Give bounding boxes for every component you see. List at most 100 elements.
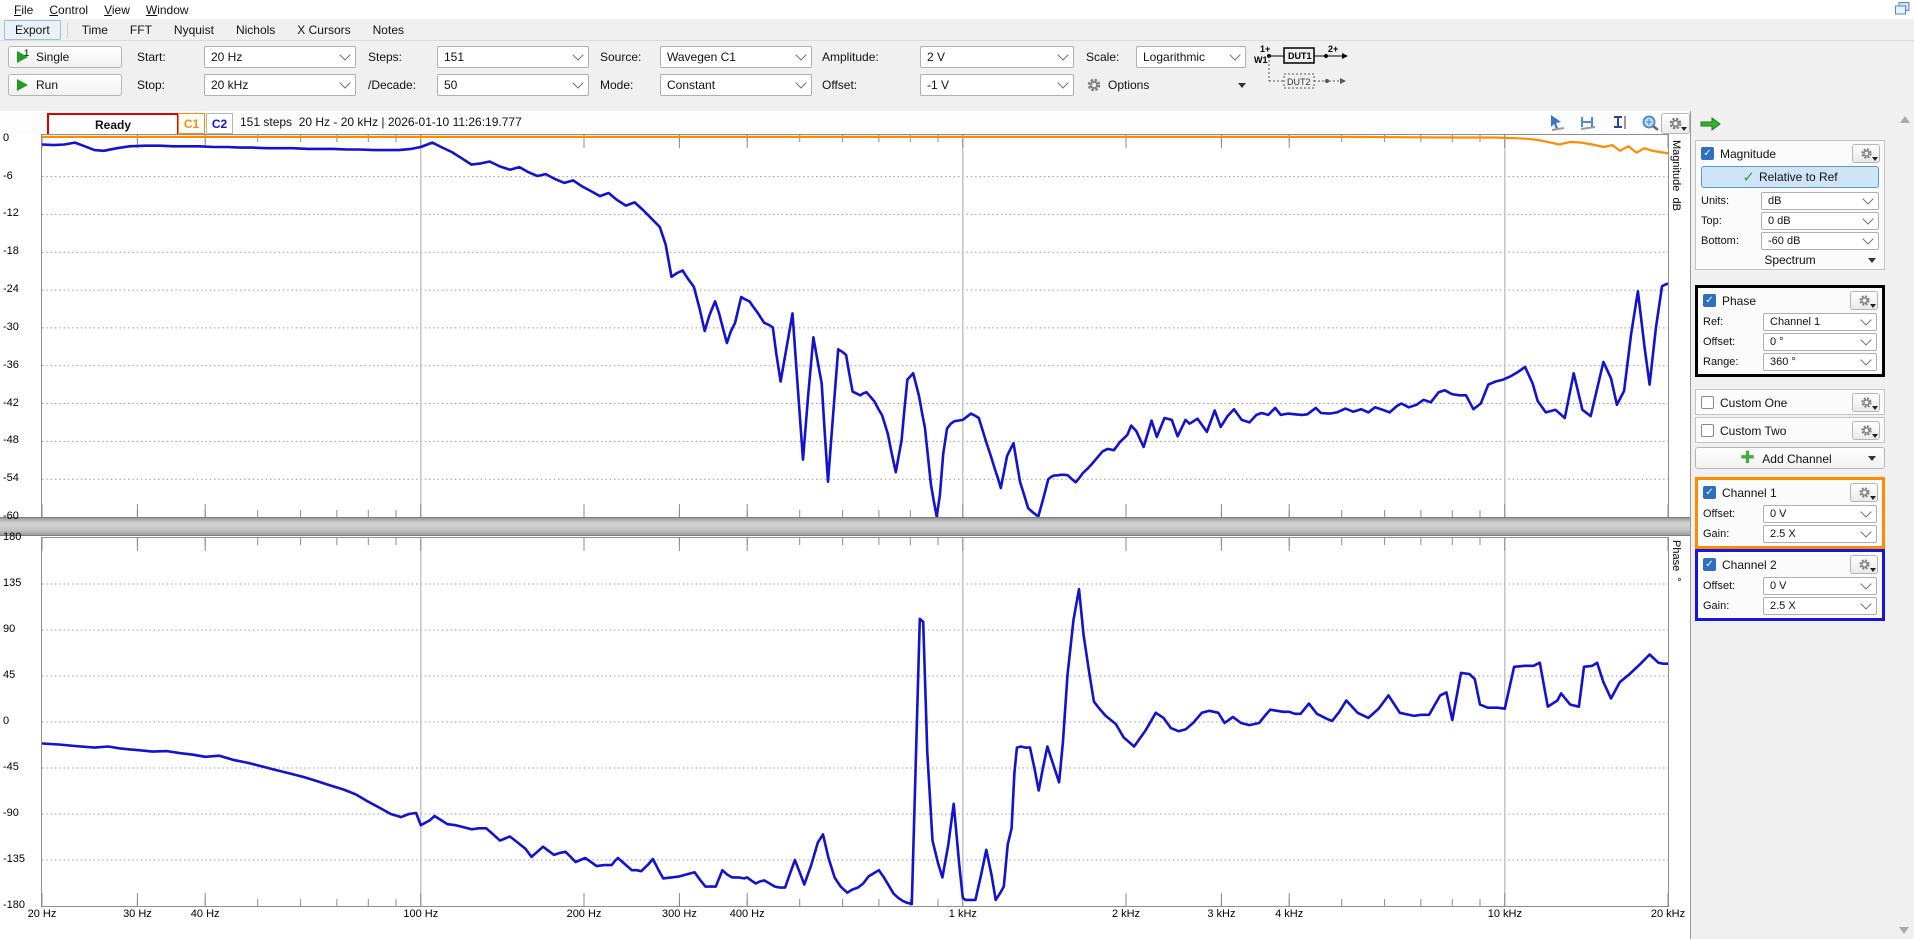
caret-down-icon bbox=[1868, 455, 1876, 461]
channel1-gain-combo[interactable]: 2.5 X bbox=[1763, 525, 1877, 543]
start-combo[interactable]: 20 Hz bbox=[204, 46, 356, 68]
channel1-checkbox[interactable]: ✓ bbox=[1703, 486, 1716, 499]
units-combo[interactable]: dB bbox=[1761, 192, 1879, 210]
tab-notes[interactable]: Notes bbox=[372, 22, 404, 37]
scroll-down-icon[interactable] bbox=[1899, 927, 1909, 934]
channel1-offset-label: Offset: bbox=[1703, 508, 1736, 520]
tab-fft[interactable]: FFT bbox=[129, 22, 152, 37]
status-bar: Ready C1 C2 151 steps 20 Hz - 20 kHz | 2… bbox=[0, 111, 1690, 136]
window-restore-icon[interactable] bbox=[1895, 2, 1910, 15]
magnitude-checkbox[interactable]: ✓ bbox=[1701, 147, 1714, 160]
top-combo[interactable]: 0 dB bbox=[1761, 212, 1879, 230]
tab-nyquist[interactable]: Nyquist bbox=[173, 22, 214, 37]
menu-item-window[interactable]: Window bbox=[145, 2, 189, 17]
menu-item-view[interactable]: View bbox=[104, 2, 130, 17]
ref-combo[interactable]: Channel 1 bbox=[1763, 313, 1877, 331]
magnitude-gear-icon[interactable] bbox=[1852, 144, 1880, 163]
plot-settings-gear-icon[interactable] bbox=[1661, 113, 1690, 134]
scroll-up-icon[interactable] bbox=[1899, 116, 1910, 123]
sidebar-scrollbar[interactable] bbox=[1897, 116, 1912, 934]
y-tick-label: -60 bbox=[3, 510, 19, 522]
tab-time[interactable]: Time bbox=[81, 22, 108, 37]
x-tick-label: 1 kHz bbox=[948, 908, 977, 920]
channel2-checkbox[interactable]: ✓ bbox=[1703, 558, 1716, 571]
phase-offset-label: Offset: bbox=[1703, 336, 1736, 348]
custom-one-gear-icon[interactable] bbox=[1852, 393, 1880, 412]
y-tick-label: -42 bbox=[3, 396, 19, 409]
vertical-cursor-icon[interactable] bbox=[1606, 113, 1632, 132]
magnitude-axis-title: Magnitude dB bbox=[1670, 140, 1682, 211]
source-label: Source: bbox=[600, 50, 642, 64]
y-tick-label: 90 bbox=[3, 623, 16, 635]
phase-plot[interactable] bbox=[41, 537, 1669, 907]
options-dropdown[interactable]: Options bbox=[1086, 74, 1246, 96]
start-label: Start: bbox=[137, 50, 166, 64]
y-tick-label: -6 bbox=[3, 169, 13, 182]
y-tick-label: -36 bbox=[3, 358, 19, 371]
mode-combo[interactable]: Constant bbox=[660, 74, 812, 96]
run-button[interactable]: Run bbox=[8, 74, 122, 96]
pointer-tool-icon[interactable] bbox=[1544, 113, 1570, 132]
svg-text:DUT1: DUT1 bbox=[1288, 51, 1312, 61]
stop-value: 20 kHz bbox=[211, 78, 249, 92]
offset-combo[interactable]: -1 V bbox=[920, 74, 1074, 96]
magnitude-plot[interactable] bbox=[41, 134, 1669, 518]
amplitude-value: 2 V bbox=[927, 50, 946, 64]
mode-label: Mode: bbox=[600, 78, 634, 92]
pop-out-arrow-icon[interactable] bbox=[1699, 117, 1721, 134]
chevron-down-icon bbox=[795, 77, 807, 89]
relative-to-ref-button[interactable]: ✓ Relative to Ref bbox=[1701, 166, 1879, 188]
source-combo[interactable]: Wavegen C1 bbox=[660, 46, 812, 68]
relative-to-ref-label: Relative to Ref bbox=[1758, 170, 1838, 184]
y-tick-label: -54 bbox=[3, 472, 19, 485]
phase-checkbox[interactable]: ✓ bbox=[1703, 294, 1716, 307]
channel-sidebar: ✓ Magnitude ✓ Relative to Ref Units: dB … bbox=[1690, 111, 1914, 939]
channel2-tab[interactable]: C2 bbox=[206, 113, 233, 134]
custom-one-checkbox[interactable] bbox=[1701, 396, 1714, 409]
bottom-combo[interactable]: -60 dB bbox=[1761, 232, 1879, 250]
stop-combo[interactable]: 20 kHz bbox=[204, 74, 356, 96]
x-tick-label: 30 Hz bbox=[123, 908, 152, 920]
chevron-down-icon bbox=[1057, 77, 1069, 89]
menu-item-control[interactable]: Control bbox=[49, 2, 89, 17]
channel2-gear-icon[interactable] bbox=[1850, 555, 1878, 574]
x-tick-label: 200 Hz bbox=[566, 908, 602, 920]
tab-nichols[interactable]: Nichols bbox=[235, 22, 276, 37]
horizontal-cursor-icon[interactable] bbox=[1575, 113, 1601, 132]
channel2-offset-combo[interactable]: 0 V bbox=[1763, 577, 1877, 595]
amplitude-combo[interactable]: 2 V bbox=[920, 46, 1074, 68]
channel1-gear-icon[interactable] bbox=[1850, 483, 1878, 502]
zoom-tool-icon[interactable] bbox=[1637, 113, 1663, 132]
range-combo[interactable]: 360 ° bbox=[1763, 353, 1877, 371]
steps-combo[interactable]: 151 bbox=[437, 46, 589, 68]
y-tick-label: 0 bbox=[3, 715, 10, 727]
top-label: Top: bbox=[1701, 215, 1722, 227]
plus-icon: ✚ bbox=[1740, 447, 1755, 467]
phase-gear-icon[interactable] bbox=[1850, 291, 1878, 310]
decade-label: /Decade: bbox=[368, 78, 417, 92]
scale-combo[interactable]: Logarithmic bbox=[1136, 46, 1246, 68]
plot-splitter-handle[interactable] bbox=[0, 517, 1690, 536]
spectrum-dropdown[interactable]: Spectrum bbox=[1696, 251, 1884, 269]
tab-x-cursors[interactable]: X Cursors bbox=[297, 22, 351, 37]
chevron-down-icon bbox=[339, 77, 351, 89]
decade-combo[interactable]: 50 bbox=[437, 74, 589, 96]
channel2-panel: ✓ Channel 2 Offset: 0 V Gain: 2.5 X bbox=[1695, 549, 1885, 621]
y-tick-label: -12 bbox=[3, 207, 19, 220]
channel1-offset-combo[interactable]: 0 V bbox=[1763, 505, 1877, 523]
custom-two-gear-icon[interactable] bbox=[1852, 421, 1880, 440]
x-tick-label: 400 Hz bbox=[729, 908, 765, 920]
y-tick-label: -45 bbox=[3, 761, 19, 773]
chevron-down-icon bbox=[795, 49, 807, 61]
tab-export[interactable]: Export bbox=[4, 19, 61, 40]
channel2-gain-combo[interactable]: 2.5 X bbox=[1763, 597, 1877, 615]
channel1-tab[interactable]: C1 bbox=[178, 113, 205, 134]
custom-two-checkbox[interactable] bbox=[1701, 424, 1714, 437]
y-tick-label: 0 bbox=[3, 131, 10, 144]
chevron-down-icon bbox=[572, 49, 584, 61]
single-button[interactable]: 1 Single bbox=[8, 46, 122, 68]
phase-offset-combo[interactable]: 0 ° bbox=[1763, 333, 1877, 351]
add-channel-button[interactable]: ✚ Add Channel bbox=[1695, 447, 1885, 469]
view-tab-row: Export Time FFT Nyquist Nichols X Cursors Note… bbox=[0, 19, 1914, 41]
menu-item-file[interactable]: File bbox=[14, 2, 34, 17]
